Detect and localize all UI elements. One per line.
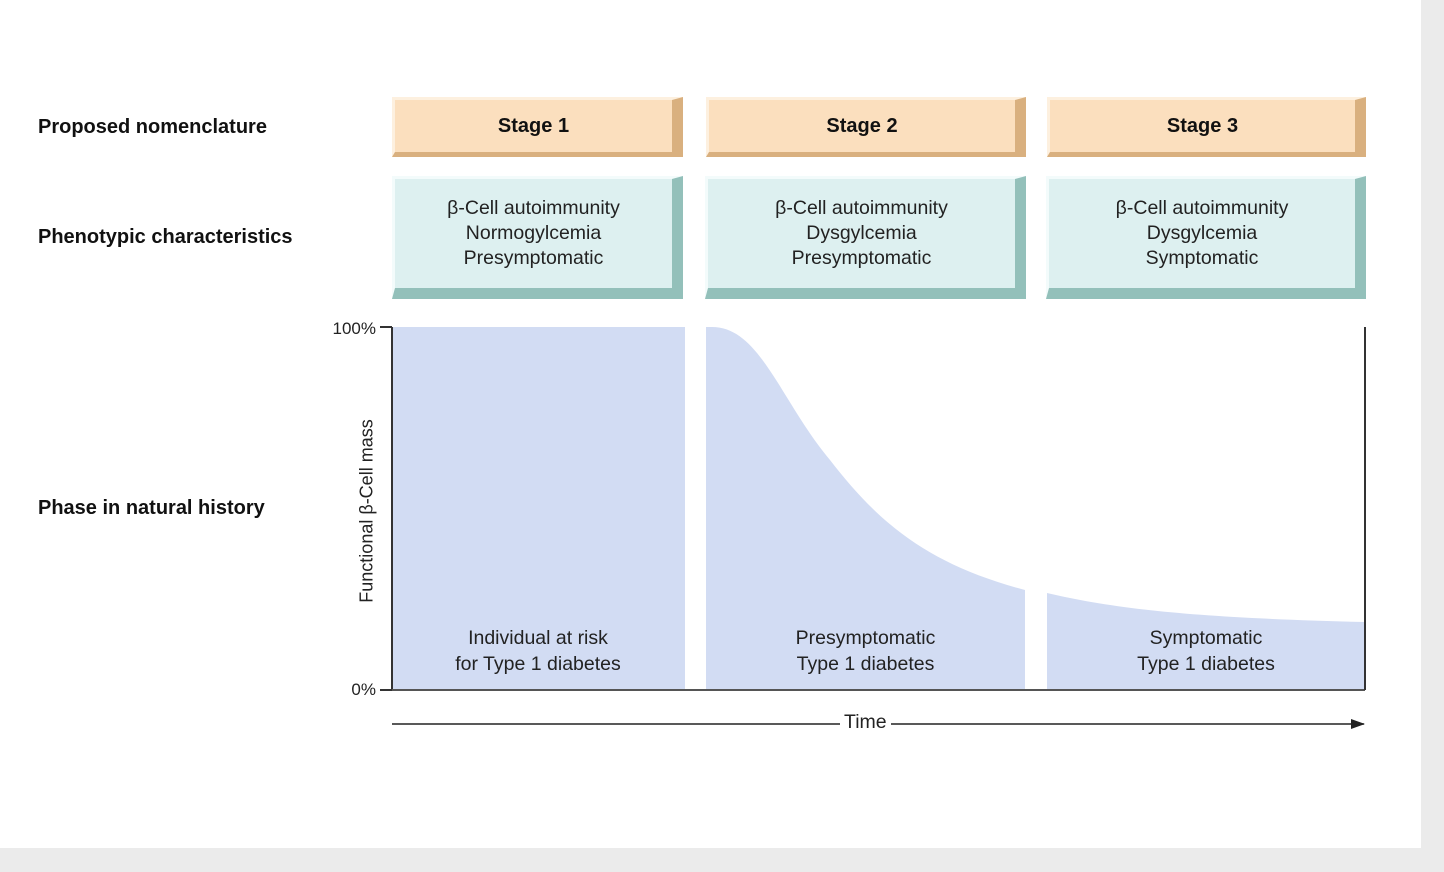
stage-2-phenotype-line-1: β-Cell autoimmunity <box>775 197 948 219</box>
row-label-phenotypic: Phenotypic characteristics <box>38 226 293 248</box>
row-label-phase: Phase in natural history <box>38 497 265 519</box>
x-axis-label: Time <box>840 711 891 734</box>
stage-1-phenotype-line-1: β-Cell autoimmunity <box>447 197 620 219</box>
y-min-label: 0% <box>351 680 376 699</box>
stage-1-phase-line-1: Individual at risk <box>468 627 608 649</box>
stage-3-phase-label: Symptomatic Type 1 diabetes <box>1047 625 1365 677</box>
stage-3-area <box>1047 593 1365 689</box>
stage-1-phenotype-box: β-Cell autoimmunity Normogylcemia Presym… <box>392 176 683 299</box>
y-axis-label: Functional β-Cell mass <box>356 419 377 603</box>
stage-1-area <box>393 327 685 689</box>
stage-2-phase-label: Presymptomatic Type 1 diabetes <box>706 625 1025 677</box>
figure-panel: Proposed nomenclature Phenotypic charact… <box>0 0 1421 848</box>
stage-3-phenotype-line-3: Symptomatic <box>1145 247 1259 269</box>
stage-1-phenotype-line-2: Normogylcemia <box>465 222 602 244</box>
stage-3-phenotype-line-1: β-Cell autoimmunity <box>1115 197 1289 219</box>
stage-2-phase-line-1: Presymptomatic <box>795 627 936 649</box>
stage-1-phase-line-2: for Type 1 diabetes <box>455 653 621 675</box>
stage-1-box: Stage 1 <box>392 97 683 157</box>
stage-2-phase-line-2: Type 1 diabetes <box>796 653 935 675</box>
stage-3-box: Stage 3 <box>1047 97 1366 157</box>
stage-2-phenotype-line-3: Presymptomatic <box>791 247 932 269</box>
stage-3-phase-line-1: Symptomatic <box>1149 627 1263 649</box>
stage-2-area <box>706 327 1025 689</box>
stage-1-phenotype-line-3: Presymptomatic <box>463 247 604 269</box>
stage-1-phase-label: Individual at risk for Type 1 diabetes <box>393 625 683 677</box>
row-label-nomenclature: Proposed nomenclature <box>38 116 267 138</box>
beta-cell-mass-graph <box>380 326 1366 729</box>
stage-3-phase-line-2: Type 1 diabetes <box>1137 653 1275 675</box>
stage-2-phenotype-box: β-Cell autoimmunity Dysgylcemia Presympt… <box>705 176 1026 299</box>
stage-3-phenotype-line-2: Dysgylcemia <box>1146 222 1258 244</box>
stage-3-phenotype-box: β-Cell autoimmunity Dysgylcemia Symptoma… <box>1046 176 1366 299</box>
stage-2-box: Stage 2 <box>706 97 1026 157</box>
stage-2-phenotype-line-2: Dysgylcemia <box>806 222 917 244</box>
y-max-label: 100% <box>332 319 376 338</box>
